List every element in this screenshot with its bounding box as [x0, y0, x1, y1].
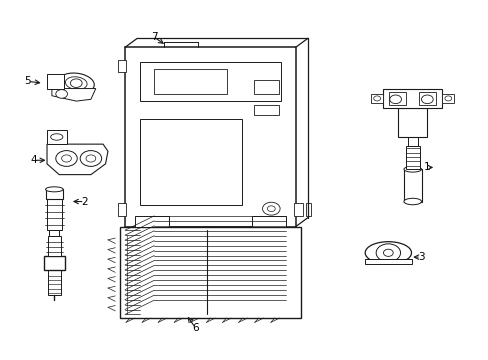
Ellipse shape	[45, 187, 63, 192]
Polygon shape	[52, 89, 96, 101]
Circle shape	[421, 95, 432, 104]
Bar	[47, 130, 66, 144]
Circle shape	[70, 79, 82, 87]
Bar	[403, 169, 421, 202]
Circle shape	[383, 249, 392, 256]
Bar	[370, 94, 383, 103]
Bar	[135, 216, 168, 226]
Bar	[405, 146, 419, 169]
Circle shape	[389, 95, 401, 104]
Bar	[120, 226, 300, 318]
Bar	[118, 203, 126, 216]
Circle shape	[61, 155, 71, 162]
Circle shape	[262, 202, 280, 215]
Text: 5: 5	[24, 76, 31, 86]
Bar	[47, 74, 64, 89]
Bar	[254, 80, 278, 94]
Bar	[294, 203, 303, 216]
Bar	[48, 236, 61, 256]
Bar	[383, 89, 441, 108]
Bar	[407, 137, 417, 146]
Bar	[418, 92, 435, 105]
Bar	[364, 258, 411, 264]
Bar	[140, 62, 281, 101]
Bar	[251, 216, 285, 226]
Bar	[397, 108, 427, 137]
Circle shape	[375, 244, 400, 262]
Bar	[254, 105, 278, 116]
Text: 2: 2	[81, 197, 88, 207]
Text: 7: 7	[151, 32, 157, 42]
Bar	[43, 256, 65, 270]
Bar	[154, 69, 227, 94]
Bar	[118, 60, 126, 72]
Bar	[388, 92, 406, 105]
Bar	[140, 119, 242, 205]
Bar	[441, 94, 453, 103]
Bar	[49, 230, 59, 236]
Text: 3: 3	[417, 252, 424, 262]
Ellipse shape	[65, 77, 87, 90]
Bar	[47, 199, 61, 230]
Text: 6: 6	[192, 323, 199, 333]
Bar	[48, 270, 61, 295]
Ellipse shape	[403, 166, 421, 172]
Text: 1: 1	[423, 162, 430, 172]
Bar	[306, 203, 311, 216]
Ellipse shape	[51, 134, 63, 140]
Circle shape	[56, 90, 67, 98]
Ellipse shape	[58, 73, 94, 93]
Circle shape	[56, 150, 77, 166]
Text: 4: 4	[30, 155, 37, 165]
Circle shape	[86, 155, 96, 162]
Circle shape	[80, 150, 102, 166]
Ellipse shape	[365, 242, 411, 264]
Bar	[45, 189, 63, 199]
Polygon shape	[47, 144, 108, 175]
Ellipse shape	[373, 96, 380, 101]
Bar	[125, 47, 295, 226]
Ellipse shape	[444, 96, 451, 101]
Ellipse shape	[403, 198, 421, 205]
Circle shape	[267, 206, 275, 212]
